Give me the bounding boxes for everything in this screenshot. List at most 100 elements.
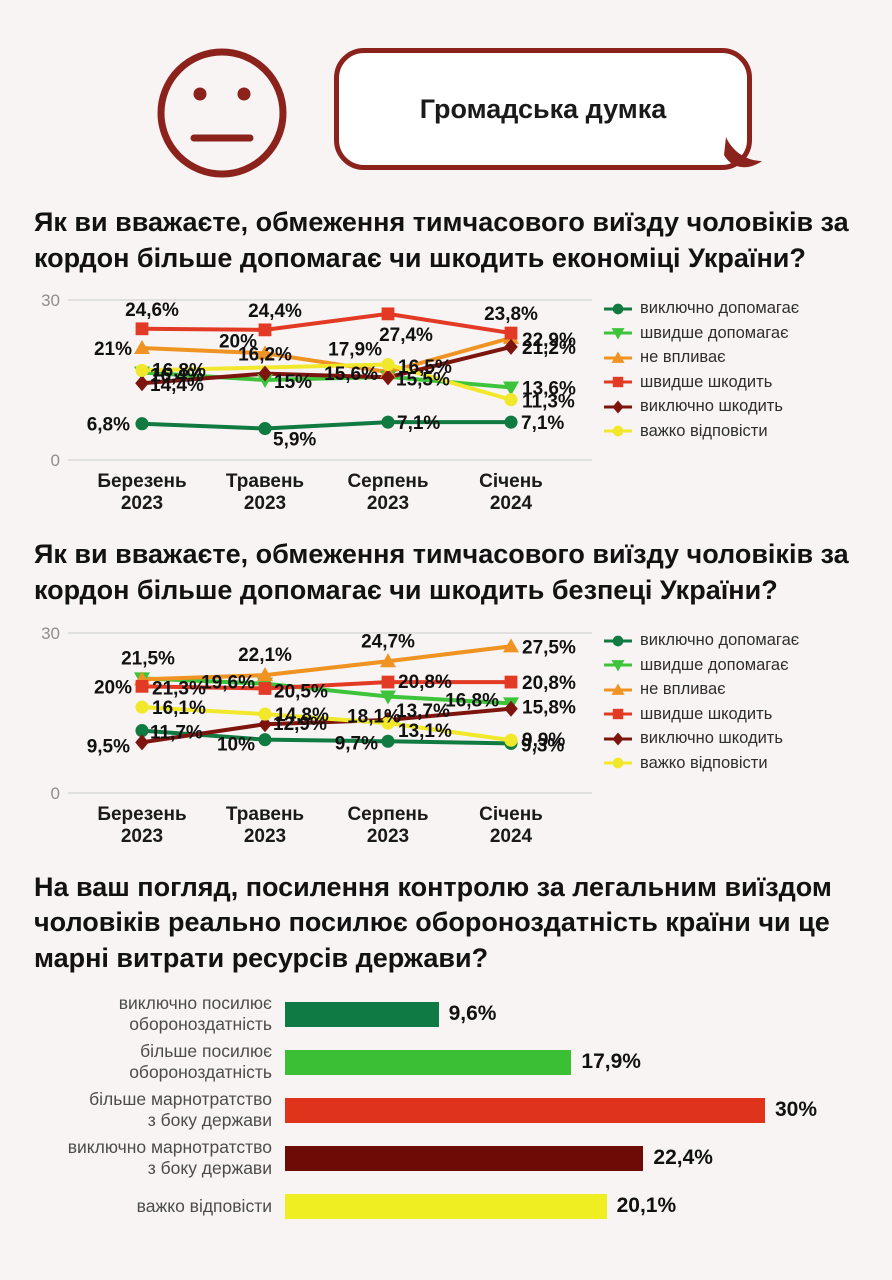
- legend-marker-icon: [604, 732, 632, 746]
- svg-text:7,1%: 7,1%: [521, 413, 564, 434]
- legend-label: швидше шкодить: [640, 704, 773, 723]
- bar: [285, 1145, 644, 1171]
- legend-label: виключно допомагає: [640, 631, 800, 650]
- svg-text:0: 0: [51, 451, 60, 470]
- svg-text:22,1%: 22,1%: [238, 645, 292, 666]
- svg-text:15,8%: 15,8%: [522, 697, 576, 718]
- svg-text:23,8%: 23,8%: [484, 304, 538, 325]
- legend-label: швидше шкодить: [640, 372, 773, 391]
- bar-row: важко відповісти 20,1%: [20, 1182, 872, 1230]
- chart-3-bars: виключно посилює обороноздатність 9,6% біл…: [0, 982, 892, 1230]
- bar-category-label: більше посилює обороноздатність: [129, 1041, 272, 1083]
- legend-marker-icon: [604, 328, 632, 340]
- legend-marker-icon: [604, 709, 632, 720]
- svg-text:20,8%: 20,8%: [522, 673, 576, 694]
- legend-label: не впливає: [640, 348, 726, 366]
- svg-text:16,2%: 16,2%: [238, 345, 292, 366]
- bar-row: більше марнотратство з боку держави 30%: [20, 1086, 872, 1134]
- svg-text:20%: 20%: [219, 332, 257, 353]
- question-2-title: Як ви вважаєте, обмеження тимчасового ви…: [34, 539, 849, 605]
- svg-text:24,6%: 24,6%: [125, 300, 179, 321]
- svg-text:10%: 10%: [217, 734, 255, 755]
- svg-text:9,3%: 9,3%: [521, 735, 564, 756]
- speech-bubble-tail-icon: [724, 137, 762, 168]
- chart-2-legend: виключно допомагає швидше допомагає не впл…: [603, 629, 799, 776]
- legend-item: виключно шкодить: [603, 394, 799, 419]
- bar-value-label: 20,1%: [616, 1194, 677, 1218]
- legend-marker-icon: [604, 635, 632, 647]
- bar-value-label: 30%: [775, 1098, 818, 1122]
- legend-label: важко відповісти: [640, 753, 768, 772]
- svg-text:20%: 20%: [94, 677, 132, 698]
- svg-text:17,9%: 17,9%: [328, 340, 382, 361]
- svg-text:13,6%: 13,6%: [522, 379, 576, 400]
- legend-label: не впливає: [640, 680, 726, 699]
- legend-label: виключно допомагає: [640, 299, 800, 317]
- legend-item: виключно допомагає: [603, 629, 799, 654]
- bar: [285, 1097, 765, 1123]
- svg-text:24,4%: 24,4%: [248, 301, 302, 322]
- svg-text:19,6%: 19,6%: [201, 672, 255, 693]
- svg-text:16,4%: 16,4%: [150, 366, 204, 387]
- legend-item: виключно шкодить: [603, 727, 799, 752]
- svg-text:11,3%: 11,3%: [522, 392, 575, 413]
- svg-text:30: 30: [41, 624, 60, 643]
- svg-text:16,5%: 16,5%: [398, 357, 452, 378]
- bar-row: виключно посилює обороноздатність 9,6%: [20, 990, 872, 1038]
- chart-2-plot: 30 0 11,7% 10% 9,7% 9,3% 21,5% 20,5% 18,1% 16,8% 2…: [14, 615, 599, 852]
- svg-text:21,2%: 21,2%: [522, 338, 576, 359]
- speech-bubble-text: Громадська думка: [419, 93, 667, 124]
- svg-text:24,7%: 24,7%: [361, 631, 415, 652]
- legend-label: виключно шкодить: [640, 397, 783, 415]
- bar-value-label: 9,6%: [448, 1002, 497, 1026]
- bar: [285, 1049, 572, 1075]
- bar: [285, 1001, 439, 1027]
- svg-text:16,1%: 16,1%: [152, 698, 206, 719]
- bar-value-label: 22,4%: [653, 1146, 713, 1170]
- chart-2-row: 30 0 11,7% 10% 9,7% 9,3% 21,5% 20,5% 18,1% 16,8% 2…: [0, 615, 892, 852]
- svg-text:9,7%: 9,7%: [335, 733, 378, 754]
- svg-text:21,5%: 21,5%: [121, 648, 175, 669]
- legend-marker-icon: [604, 683, 632, 695]
- svg-text:13,1%: 13,1%: [398, 721, 452, 742]
- legend-item: важко відповісти: [603, 751, 799, 776]
- svg-text:27,5%: 27,5%: [522, 637, 576, 658]
- legend-label: важко відповісти: [640, 421, 768, 440]
- svg-text:16,8%: 16,8%: [152, 361, 206, 382]
- svg-text:15,6%: 15,6%: [324, 364, 378, 385]
- bar-category-label: більше марнотратство з боку держави: [89, 1089, 272, 1131]
- legend-item: швидше шкодить: [603, 702, 799, 727]
- svg-text:16,8%: 16,8%: [445, 690, 499, 711]
- header: Громадська думка: [0, 0, 892, 187]
- chart-1-plot: 30 0 6,8% 5,9% 7,1% 7,1% 16,4% 15% 15,6% 13,6% 21%…: [14, 282, 599, 519]
- svg-text:20,8%: 20,8%: [398, 672, 452, 693]
- svg-text:21%: 21%: [94, 339, 132, 360]
- bar: [285, 1193, 607, 1219]
- svg-text:15%: 15%: [274, 372, 312, 393]
- legend-marker-icon: [604, 400, 632, 413]
- chart-1-legend: виключно допомагає швидше допомагає не впл…: [603, 296, 799, 443]
- legend-item: швидше допомагає: [603, 653, 799, 678]
- legend-marker-icon: [604, 303, 632, 314]
- bar-row: виключно марнотратство з боку держави 22,…: [20, 1134, 872, 1182]
- neutral-face-icon: [157, 48, 287, 178]
- svg-text:13,7%: 13,7%: [396, 700, 450, 721]
- legend-marker-icon: [604, 351, 632, 363]
- svg-text:7,1%: 7,1%: [397, 413, 440, 434]
- legend-item: швидше шкодить: [603, 370, 799, 395]
- legend-marker-icon: [604, 660, 632, 672]
- legend-marker-icon: [604, 425, 632, 437]
- svg-text:14,4%: 14,4%: [150, 375, 204, 396]
- svg-text:22,9%: 22,9%: [522, 330, 576, 351]
- bar-category-label: виключно марнотратство з боку держави: [67, 1137, 272, 1179]
- legend-item: не впливає: [603, 345, 799, 370]
- svg-text:15,5%: 15,5%: [396, 370, 450, 391]
- svg-text:9,5%: 9,5%: [87, 736, 130, 757]
- question-1-title: Як ви вважаєте, обмеження тимчасового ви…: [34, 207, 849, 273]
- svg-text:27,4%: 27,4%: [379, 325, 433, 346]
- svg-text:20,5%: 20,5%: [274, 681, 328, 702]
